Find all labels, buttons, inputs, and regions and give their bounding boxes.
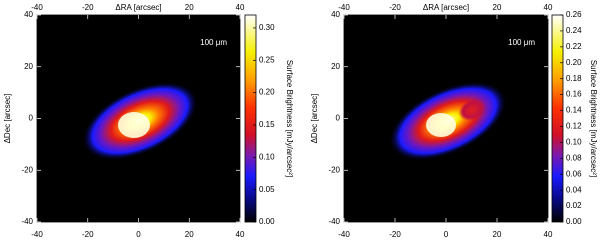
y-tick-label: -20 <box>21 165 33 174</box>
colorbar-tick-label: 0.06 <box>566 169 582 178</box>
colorbar-tick-label: 0.02 <box>566 201 582 210</box>
y-tick-label: 40 <box>24 10 33 19</box>
image-panel-1 <box>37 15 240 222</box>
colorbar-tick-label: 0.10 <box>259 152 275 161</box>
x-tick-label-top: -40 <box>31 3 43 12</box>
colorbar <box>551 14 564 223</box>
x-tick-label: -40 <box>338 230 350 239</box>
colorbar-tick-label: 0.30 <box>259 23 275 32</box>
annotation: 100 μm <box>508 38 535 47</box>
colorbar-label: Surface Brightness [mJy/arcsec²] <box>589 60 598 177</box>
colorbar-tick-label: 0.22 <box>566 42 582 51</box>
colorbar-tick-label: 0.05 <box>259 185 275 194</box>
x-axis-label: ΔRA [arcsec] <box>423 3 469 12</box>
x-tick-label: 20 <box>185 230 194 239</box>
x-tick-label: -20 <box>82 230 94 239</box>
y-axis-label: ΔDec [arcsec] <box>3 94 12 144</box>
y-tick-label: 20 <box>331 62 340 71</box>
colorbar-tick-label: 0.14 <box>566 106 582 115</box>
y-tick-label: 0 <box>29 114 34 123</box>
x-tick-label: 40 <box>544 230 553 239</box>
y-tick-label: -20 <box>328 165 340 174</box>
colorbar-tick-label: 0.16 <box>566 90 582 99</box>
x-tick-label: 0 <box>444 230 449 239</box>
x-tick-label-top: 20 <box>185 3 194 12</box>
x-tick-label: 40 <box>236 230 245 239</box>
x-tick-label-top: -20 <box>389 3 401 12</box>
x-axis-label: ΔRA [arcsec] <box>115 3 161 12</box>
colorbar-tick-label: 0.08 <box>566 153 582 162</box>
colorbar <box>244 14 257 223</box>
image-panel-2 <box>344 15 548 222</box>
emission-lobe <box>458 99 486 121</box>
colorbar-tick-label: 0.04 <box>566 185 582 194</box>
x-tick-label: 0 <box>136 230 141 239</box>
colorbar-tick-label: 0.25 <box>259 55 275 64</box>
y-tick-label: 20 <box>24 62 33 71</box>
annotation: 100 μm <box>200 38 227 47</box>
colorbar-tick-label: 0.15 <box>259 120 275 129</box>
colorbar-tick-label: 0.20 <box>566 58 582 67</box>
colorbar-tick-label: 0.00 <box>566 217 582 226</box>
colorbar-tick-label: 0.26 <box>566 10 582 19</box>
colorbar-label: Surface Brightness [mJy/arcsec²] <box>285 60 294 177</box>
x-label-bg <box>108 1 169 13</box>
y-tick-label: 0 <box>336 114 341 123</box>
x-tick-label: -40 <box>31 230 43 239</box>
x-tick-label: -20 <box>389 230 401 239</box>
x-tick-label-top: -40 <box>338 3 350 12</box>
colorbar-tick-label: 0.18 <box>566 74 582 83</box>
y-tick-label: 40 <box>331 10 340 19</box>
x-tick-label: 20 <box>493 230 502 239</box>
y-tick-label: -40 <box>21 217 33 226</box>
x-tick-label-top: -20 <box>82 3 94 12</box>
x-tick-label-top: 40 <box>236 3 245 12</box>
y-tick-label: -40 <box>328 217 340 226</box>
colorbar-tick-label: 0.12 <box>566 122 582 131</box>
emission-core <box>118 112 150 138</box>
x-tick-label-top: 20 <box>493 3 502 12</box>
colorbar-tick-label: 0.10 <box>566 137 582 146</box>
y-axis-label: ΔDec [arcsec] <box>310 94 319 144</box>
x-tick-label-top: 40 <box>544 3 553 12</box>
colorbar-tick-label: 0.20 <box>259 88 275 97</box>
x-label-bg <box>416 1 476 13</box>
colorbar-tick-label: 0.24 <box>566 26 582 35</box>
colorbar-tick-label: 0.00 <box>259 217 275 226</box>
emission-core <box>426 113 456 137</box>
